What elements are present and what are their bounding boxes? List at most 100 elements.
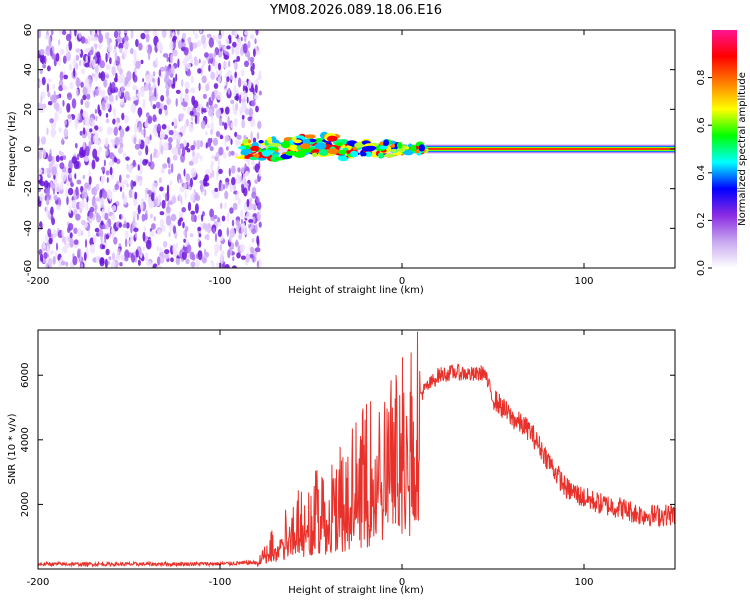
spectrogram-noise-region — [38, 30, 263, 268]
noise-speck — [251, 238, 255, 243]
noise-speck — [217, 76, 221, 83]
noise-speck — [69, 173, 72, 179]
signal-blob — [311, 152, 318, 158]
noise-speck — [170, 213, 177, 222]
noise-speck — [230, 99, 235, 104]
noise-speck — [81, 147, 86, 158]
noise-speck — [99, 60, 106, 69]
noise-speck — [164, 84, 169, 89]
noise-speck — [117, 35, 122, 44]
noise-speck — [218, 146, 224, 156]
noise-speck — [161, 168, 165, 174]
noise-speck — [72, 255, 78, 266]
x-tick-label: 0 — [399, 276, 405, 287]
noise-speck — [106, 177, 109, 183]
noise-speck — [115, 122, 120, 129]
noise-speck — [105, 118, 110, 124]
signal-blob — [238, 146, 246, 150]
noise-speck — [119, 214, 122, 220]
signal-blob — [378, 145, 388, 150]
noise-speck — [168, 79, 172, 87]
noise-speck — [185, 88, 189, 94]
noise-speck — [240, 209, 244, 219]
signal-blob — [342, 147, 349, 151]
noise-speck — [98, 109, 102, 117]
noise-speck — [120, 99, 124, 106]
noise-speck — [126, 183, 129, 188]
noise-speck — [239, 243, 245, 253]
noise-speck — [113, 61, 116, 68]
noise-speck — [197, 250, 203, 261]
noise-speck — [182, 58, 188, 67]
noise-speck — [223, 46, 227, 51]
noise-speck — [124, 249, 130, 260]
noise-speck — [81, 68, 85, 75]
noise-speck — [95, 212, 100, 219]
noise-speck — [67, 223, 74, 231]
y-tick-label: 60 — [23, 24, 34, 37]
noise-speck — [225, 178, 230, 183]
noise-speck — [115, 94, 118, 101]
noise-speck — [199, 103, 203, 109]
noise-speck — [197, 226, 202, 232]
noise-speck — [41, 103, 47, 109]
noise-speck — [217, 217, 221, 223]
noise-speck — [166, 97, 172, 106]
noise-speck — [185, 225, 189, 232]
noise-speck — [94, 65, 99, 74]
noise-speck — [190, 87, 196, 94]
noise-speck — [148, 161, 152, 167]
signal-blob — [300, 148, 312, 153]
noise-speck — [75, 77, 81, 87]
signal-blob — [338, 149, 347, 155]
noise-speck — [124, 230, 129, 239]
noise-speck — [117, 147, 123, 154]
noise-speck — [95, 156, 100, 163]
y-tick-label: -60 — [23, 260, 34, 276]
noise-speck — [142, 78, 145, 83]
signal-blob — [410, 144, 417, 152]
noise-speck — [100, 71, 106, 82]
noise-speck — [145, 45, 149, 52]
noise-speck — [201, 75, 207, 84]
noise-speck — [219, 69, 222, 78]
noise-speck — [138, 150, 142, 156]
noise-speck — [154, 87, 157, 98]
noise-speck — [95, 183, 100, 191]
noise-speck — [81, 190, 85, 201]
noise-speck — [242, 43, 248, 54]
noise-speck — [76, 88, 79, 97]
signal-blob — [250, 145, 260, 152]
noise-speck — [112, 118, 116, 125]
noise-speck — [71, 98, 77, 109]
noise-speck — [74, 30, 77, 37]
noise-speck — [195, 152, 201, 160]
noise-speck — [124, 40, 129, 50]
noise-speck — [200, 155, 203, 162]
noise-speck — [76, 153, 80, 161]
noise-speck — [93, 90, 96, 98]
noise-speck — [224, 88, 228, 94]
noise-speck — [49, 250, 55, 255]
noise-speck — [175, 242, 179, 249]
noise-speck — [189, 251, 195, 260]
noise-speck — [246, 96, 249, 104]
noise-speck — [209, 146, 214, 152]
noise-speck — [101, 100, 107, 111]
noise-speck — [65, 33, 72, 42]
noise-speck — [175, 89, 181, 94]
noise-speck — [235, 239, 239, 248]
noise-speck — [161, 124, 167, 130]
noise-speck — [44, 34, 50, 40]
noise-speck — [163, 104, 168, 111]
noise-speck — [212, 34, 216, 40]
noise-speck — [100, 220, 104, 226]
noise-speck — [244, 30, 249, 36]
noise-speck — [244, 170, 250, 177]
noise-speck — [89, 128, 93, 133]
noise-speck — [194, 114, 198, 125]
noise-speck — [251, 203, 257, 210]
noise-speck — [219, 243, 223, 252]
